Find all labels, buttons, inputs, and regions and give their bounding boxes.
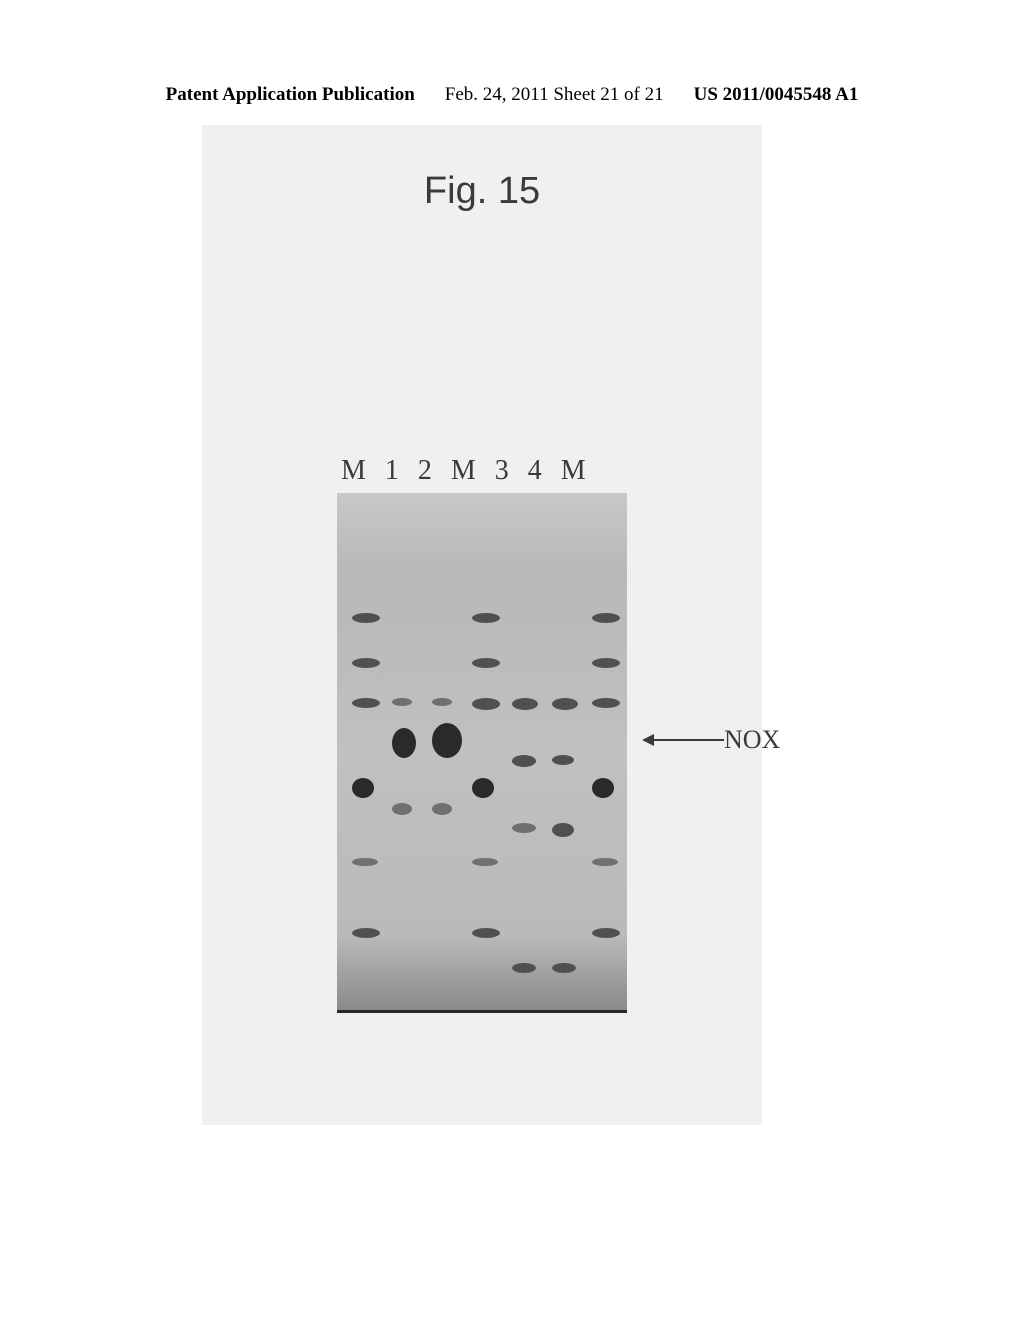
gel-image: [337, 493, 627, 1013]
figure-container: Fig. 15 M 1 2 M 3 4 M NOX: [202, 125, 762, 1125]
gel-bottom-border: [337, 1010, 627, 1013]
page-header: Patent Application Publication Feb. 24, …: [0, 84, 1024, 106]
gel-band: [472, 658, 500, 668]
gel-band: [472, 698, 500, 710]
gel-band: [352, 928, 380, 938]
gel-band: [352, 658, 380, 668]
arrow-head-icon: [642, 734, 654, 746]
gel-band: [392, 698, 412, 706]
nox-text: NOX: [724, 725, 780, 755]
lane-labels: M 1 2 M 3 4 M: [337, 455, 627, 487]
gel-band: [592, 858, 618, 866]
gel-band: [512, 698, 538, 710]
gel-band: [512, 823, 536, 833]
gel-band: [472, 778, 494, 798]
gel-band: [592, 778, 614, 798]
gel-band: [552, 698, 578, 710]
gel-band: [552, 963, 576, 973]
gel-band: [352, 858, 378, 866]
figure-title: Fig. 15: [424, 170, 540, 213]
arrow-line-icon: [654, 739, 724, 741]
gel-band: [352, 778, 374, 798]
header-publication: Patent Application Publication: [166, 84, 415, 106]
gel-band: [432, 803, 452, 815]
gel-band: [392, 803, 412, 815]
header-date-sheet: Feb. 24, 2011 Sheet 21 of 21: [445, 84, 664, 106]
gel-band: [592, 658, 620, 668]
gel-electrophoresis-area: M 1 2 M 3 4 M: [337, 455, 627, 1015]
gel-band: [592, 613, 620, 623]
gel-band: [352, 613, 380, 623]
gel-band: [592, 928, 620, 938]
gel-band: [552, 823, 574, 837]
gel-band: [592, 698, 620, 708]
gel-band: [512, 963, 536, 973]
header-patent-number: US 2011/0045548 A1: [694, 84, 859, 106]
gel-band: [472, 613, 500, 623]
gel-band: [392, 728, 416, 758]
gel-band: [472, 928, 500, 938]
gel-band: [432, 698, 452, 706]
gel-band: [512, 755, 536, 767]
gel-band: [432, 723, 462, 758]
gel-band: [352, 698, 380, 708]
gel-band: [472, 858, 498, 866]
nox-annotation: NOX: [642, 725, 780, 755]
gel-band: [552, 755, 574, 765]
